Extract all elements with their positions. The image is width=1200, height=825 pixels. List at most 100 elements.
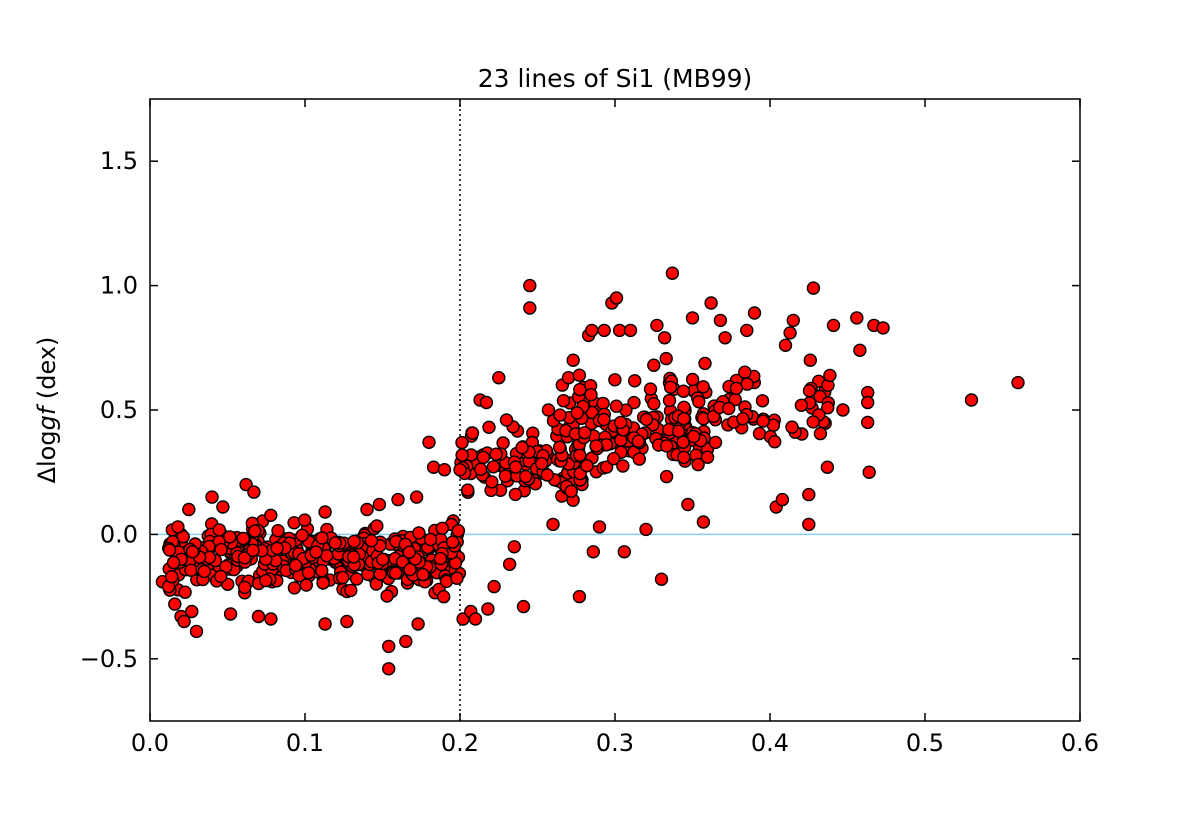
data-point xyxy=(599,460,614,474)
data-point xyxy=(523,278,537,293)
data-point xyxy=(573,382,587,397)
data-point xyxy=(609,291,624,305)
data-point xyxy=(596,396,610,411)
data-point xyxy=(411,617,425,631)
data-point xyxy=(298,513,312,527)
y-tick-label: −0.5 xyxy=(80,645,138,673)
data-point xyxy=(806,281,821,295)
data-point xyxy=(380,589,394,603)
data-point xyxy=(246,543,260,557)
data-point xyxy=(627,395,641,410)
data-point xyxy=(698,356,712,371)
data-point xyxy=(659,351,673,366)
x-tick-label: 0.4 xyxy=(751,729,789,757)
data-point xyxy=(344,583,358,598)
data-point xyxy=(650,318,664,333)
data-point xyxy=(482,420,496,434)
data-point xyxy=(453,463,467,477)
data-point xyxy=(778,338,793,352)
y-tick-label: 1.5 xyxy=(100,147,138,175)
data-point xyxy=(370,519,384,533)
data-point xyxy=(802,517,816,532)
x-tick-label: 0.3 xyxy=(596,729,634,757)
data-point xyxy=(540,468,554,482)
data-point xyxy=(184,563,198,577)
data-point xyxy=(433,551,448,566)
data-point xyxy=(755,394,770,408)
data-point xyxy=(347,534,361,549)
data-point xyxy=(487,579,501,594)
data-point xyxy=(552,440,567,454)
data-point xyxy=(476,450,491,465)
data-point xyxy=(328,536,342,550)
data-point xyxy=(861,395,875,410)
data-point xyxy=(564,484,578,498)
data-point xyxy=(676,435,690,449)
data-point xyxy=(685,311,700,325)
data-point xyxy=(685,372,700,387)
data-point xyxy=(212,523,227,537)
data-point xyxy=(197,564,212,579)
data-point xyxy=(803,353,817,367)
data-point xyxy=(643,382,658,396)
data-point xyxy=(616,459,630,473)
data-point xyxy=(964,393,979,407)
data-point xyxy=(677,412,691,426)
data-point xyxy=(372,497,387,512)
chart-title: 23 lines of Si1 (MB99) xyxy=(478,64,753,93)
data-point xyxy=(573,448,587,462)
data-point xyxy=(350,572,364,586)
data-point xyxy=(802,384,817,398)
data-point xyxy=(553,408,567,422)
data-point xyxy=(786,313,800,328)
data-point xyxy=(295,528,309,542)
data-point xyxy=(756,414,770,428)
data-point xyxy=(570,406,584,420)
data-point xyxy=(861,415,875,430)
data-point xyxy=(736,412,750,426)
data-point xyxy=(681,497,695,512)
data-point xyxy=(657,331,672,345)
data-point xyxy=(214,542,228,557)
data-point xyxy=(399,634,413,649)
data-point xyxy=(806,415,820,429)
data-point xyxy=(586,545,600,559)
data-point xyxy=(309,545,323,559)
data-point xyxy=(318,505,332,519)
data-point xyxy=(481,602,495,616)
data-point xyxy=(162,543,177,557)
data-point xyxy=(474,462,488,476)
data-point xyxy=(722,401,736,416)
data-point xyxy=(168,597,182,611)
y-tick-label: 0.0 xyxy=(100,520,138,548)
data-point xyxy=(589,439,603,453)
data-point xyxy=(315,531,329,545)
data-point xyxy=(492,371,506,385)
x-tick-label: 0.6 xyxy=(1061,729,1099,757)
data-point xyxy=(663,380,678,394)
y-axis-label-italic: gf xyxy=(33,403,61,430)
data-point xyxy=(318,617,332,631)
data-point xyxy=(623,323,638,338)
data-point xyxy=(468,612,483,626)
data-point xyxy=(247,524,262,538)
x-tick-label: 0.5 xyxy=(906,729,944,757)
data-point xyxy=(592,520,607,534)
data-point xyxy=(718,331,732,345)
data-point xyxy=(508,487,523,502)
data-point xyxy=(264,612,278,626)
y-axis-ticks: −0.5 0.0 0.5 1.0 1.5 xyxy=(80,147,1080,673)
data-point xyxy=(671,424,686,438)
data-point xyxy=(597,323,611,338)
y-axis-label-suffix: (dex) xyxy=(33,337,61,407)
data-point xyxy=(578,426,592,440)
data-point xyxy=(437,463,452,477)
data-point xyxy=(251,609,266,624)
data-point xyxy=(496,436,510,450)
x-axis-ticks: 0.0 0.1 0.2 0.3 0.4 0.5 0.6 xyxy=(131,99,1099,757)
data-point xyxy=(499,413,514,427)
data-point xyxy=(821,401,835,415)
data-point xyxy=(628,374,642,388)
data-point xyxy=(820,460,835,474)
